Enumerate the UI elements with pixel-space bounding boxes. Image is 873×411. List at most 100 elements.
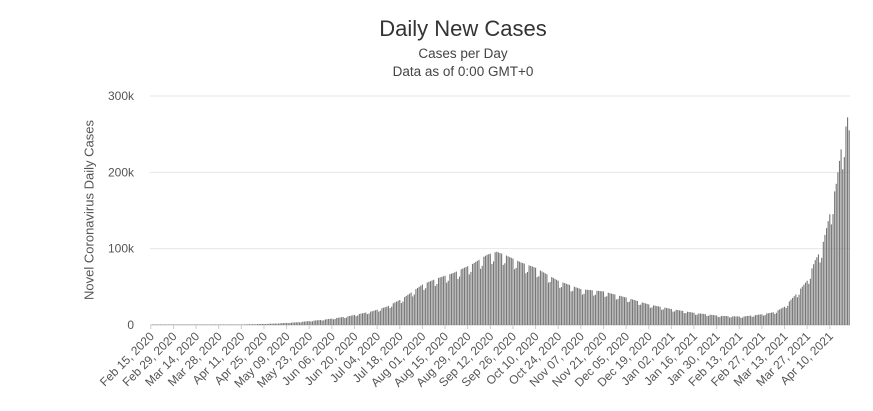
bar[interactable] (740, 317, 742, 325)
bar[interactable] (200, 324, 202, 326)
bar[interactable] (502, 264, 504, 325)
bar[interactable] (452, 273, 454, 325)
bar[interactable] (594, 294, 596, 325)
bar[interactable] (491, 264, 493, 325)
bar[interactable] (767, 313, 769, 325)
bar[interactable] (612, 294, 614, 325)
bar[interactable] (754, 315, 756, 325)
bar[interactable] (656, 306, 658, 325)
bar[interactable] (460, 269, 462, 325)
bar[interactable] (785, 307, 787, 325)
bar[interactable] (625, 297, 627, 325)
bar[interactable] (455, 271, 457, 325)
bar[interactable] (214, 324, 217, 326)
bar[interactable] (599, 291, 601, 325)
bar[interactable] (832, 214, 834, 325)
bar[interactable] (457, 278, 459, 325)
bar[interactable] (801, 286, 803, 325)
bar[interactable] (290, 322, 293, 325)
bar[interactable] (551, 277, 553, 325)
bar[interactable] (434, 286, 436, 325)
bar[interactable] (368, 313, 370, 326)
bar[interactable] (379, 310, 381, 325)
bar[interactable] (185, 324, 187, 326)
bar[interactable] (800, 288, 802, 325)
bar[interactable] (376, 309, 378, 325)
bar[interactable] (483, 256, 485, 325)
bar[interactable] (790, 299, 792, 325)
bar[interactable] (431, 280, 433, 325)
bar[interactable] (564, 283, 566, 325)
bar[interactable] (591, 290, 593, 325)
bar[interactable] (423, 290, 425, 325)
bar[interactable] (662, 309, 664, 325)
bar[interactable] (260, 323, 262, 325)
bar[interactable] (156, 324, 158, 326)
bar[interactable] (630, 298, 632, 325)
bar[interactable] (360, 313, 362, 325)
bar[interactable] (256, 324, 259, 325)
bar[interactable] (750, 315, 752, 325)
bar[interactable] (772, 312, 774, 325)
bar[interactable] (407, 294, 409, 325)
bar[interactable] (450, 273, 453, 325)
bar[interactable] (416, 287, 419, 325)
bar[interactable] (384, 307, 386, 325)
bar[interactable] (835, 183, 837, 325)
bar[interactable] (779, 309, 781, 325)
bar[interactable] (344, 318, 346, 325)
bar[interactable] (633, 299, 635, 325)
bar[interactable] (480, 268, 482, 325)
bar[interactable] (638, 304, 640, 325)
bar[interactable] (276, 323, 278, 325)
bar[interactable] (208, 324, 210, 326)
bar[interactable] (478, 259, 480, 325)
bar[interactable] (774, 313, 776, 325)
bar[interactable] (357, 315, 359, 325)
bar[interactable] (554, 278, 556, 325)
bar[interactable] (247, 324, 249, 325)
bar[interactable] (674, 311, 676, 325)
bar[interactable] (442, 276, 444, 325)
bar[interactable] (269, 323, 271, 325)
bar[interactable] (355, 316, 357, 325)
bar[interactable] (489, 253, 491, 325)
bar[interactable] (163, 324, 165, 326)
bar[interactable] (575, 287, 577, 325)
bar[interactable] (830, 224, 832, 325)
bar[interactable] (412, 296, 414, 325)
bar[interactable] (232, 324, 234, 326)
bar[interactable] (459, 276, 461, 325)
bar[interactable] (268, 323, 270, 325)
bar[interactable] (182, 324, 184, 326)
bar[interactable] (324, 319, 326, 325)
bar[interactable] (578, 288, 580, 325)
bar[interactable] (683, 313, 685, 325)
bar[interactable] (463, 267, 465, 325)
bar[interactable] (159, 324, 162, 326)
bar[interactable] (758, 314, 760, 325)
bar[interactable] (169, 324, 171, 326)
bar[interactable] (334, 318, 336, 325)
bar[interactable] (405, 295, 407, 325)
bar[interactable] (641, 302, 643, 325)
bar[interactable] (602, 291, 605, 325)
bar[interactable] (761, 314, 763, 325)
bar[interactable] (724, 316, 726, 325)
bar[interactable] (255, 324, 257, 325)
bar[interactable] (796, 297, 799, 325)
bar[interactable] (707, 315, 710, 325)
bar[interactable] (607, 292, 609, 325)
bar[interactable] (782, 307, 784, 325)
bar[interactable] (418, 286, 420, 325)
bar[interactable] (174, 324, 176, 326)
bar[interactable] (523, 263, 525, 325)
bar[interactable] (282, 323, 284, 325)
bar[interactable] (210, 324, 212, 326)
bar[interactable] (287, 323, 289, 325)
bar[interactable] (834, 191, 836, 325)
bar[interactable] (504, 263, 506, 325)
bar[interactable] (224, 324, 226, 326)
bar[interactable] (572, 290, 574, 325)
bar[interactable] (766, 313, 768, 325)
